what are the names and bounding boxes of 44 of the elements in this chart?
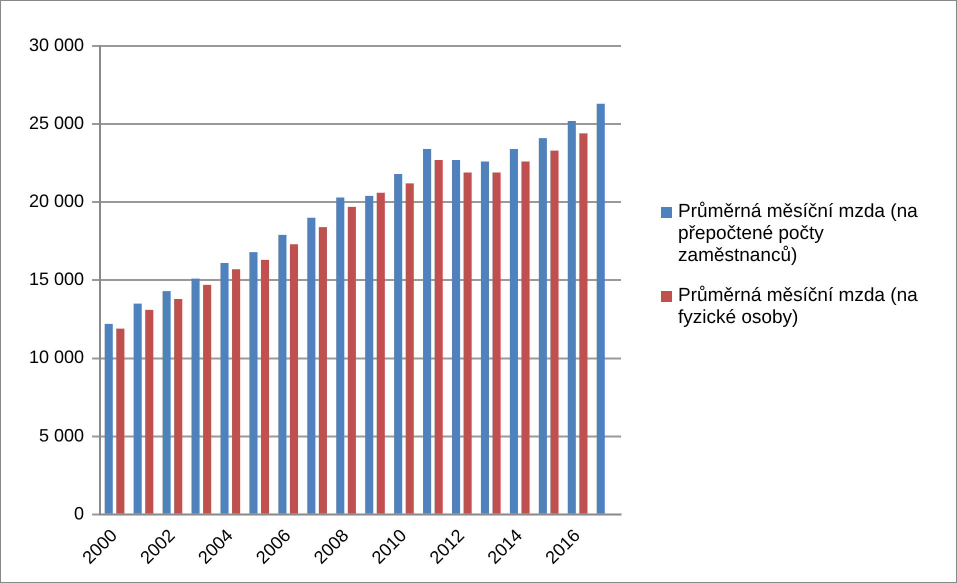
bar xyxy=(579,133,588,514)
bar xyxy=(307,218,316,514)
bar xyxy=(232,269,240,514)
bar xyxy=(290,244,298,514)
y-tick-label: 20 000 xyxy=(28,191,84,212)
y-tick-label: 5 000 xyxy=(39,425,84,446)
bar xyxy=(550,150,558,514)
bar xyxy=(510,149,518,514)
bar xyxy=(318,227,327,514)
bar xyxy=(365,196,374,514)
y-tick-label: 30 000 xyxy=(28,34,84,55)
y-tick-label: 0 xyxy=(74,503,84,524)
bar xyxy=(596,104,605,514)
bar xyxy=(452,160,460,514)
bar xyxy=(434,160,443,514)
bar xyxy=(278,234,286,514)
bar xyxy=(348,206,356,514)
bar xyxy=(116,328,124,514)
bar xyxy=(104,324,113,514)
bar xyxy=(260,260,270,514)
bar xyxy=(174,298,182,514)
bar xyxy=(480,162,490,514)
legend-label: Průměrná měsíční mzda (na fyzické osoby) xyxy=(678,285,919,329)
legend-label: Průměrná měsíční mzda (na přepočtené počty zaměstnanců) xyxy=(678,201,919,267)
bar xyxy=(145,310,154,514)
bar xyxy=(134,304,142,514)
bar xyxy=(406,183,414,514)
bar xyxy=(376,192,385,514)
bar xyxy=(568,120,576,514)
y-tick-label: 25 000 xyxy=(28,113,84,134)
bar xyxy=(394,174,402,514)
bar xyxy=(249,252,258,514)
bar xyxy=(220,263,229,514)
bar xyxy=(521,162,530,514)
bar xyxy=(464,172,472,514)
bar xyxy=(162,291,171,514)
y-tick-label: 15 000 xyxy=(28,269,84,290)
bar xyxy=(423,149,432,514)
bar xyxy=(538,138,547,514)
bar xyxy=(492,172,501,514)
y-tick-label: 10 000 xyxy=(28,347,84,368)
bar xyxy=(192,278,200,514)
bar xyxy=(203,284,212,514)
bar xyxy=(336,197,344,514)
